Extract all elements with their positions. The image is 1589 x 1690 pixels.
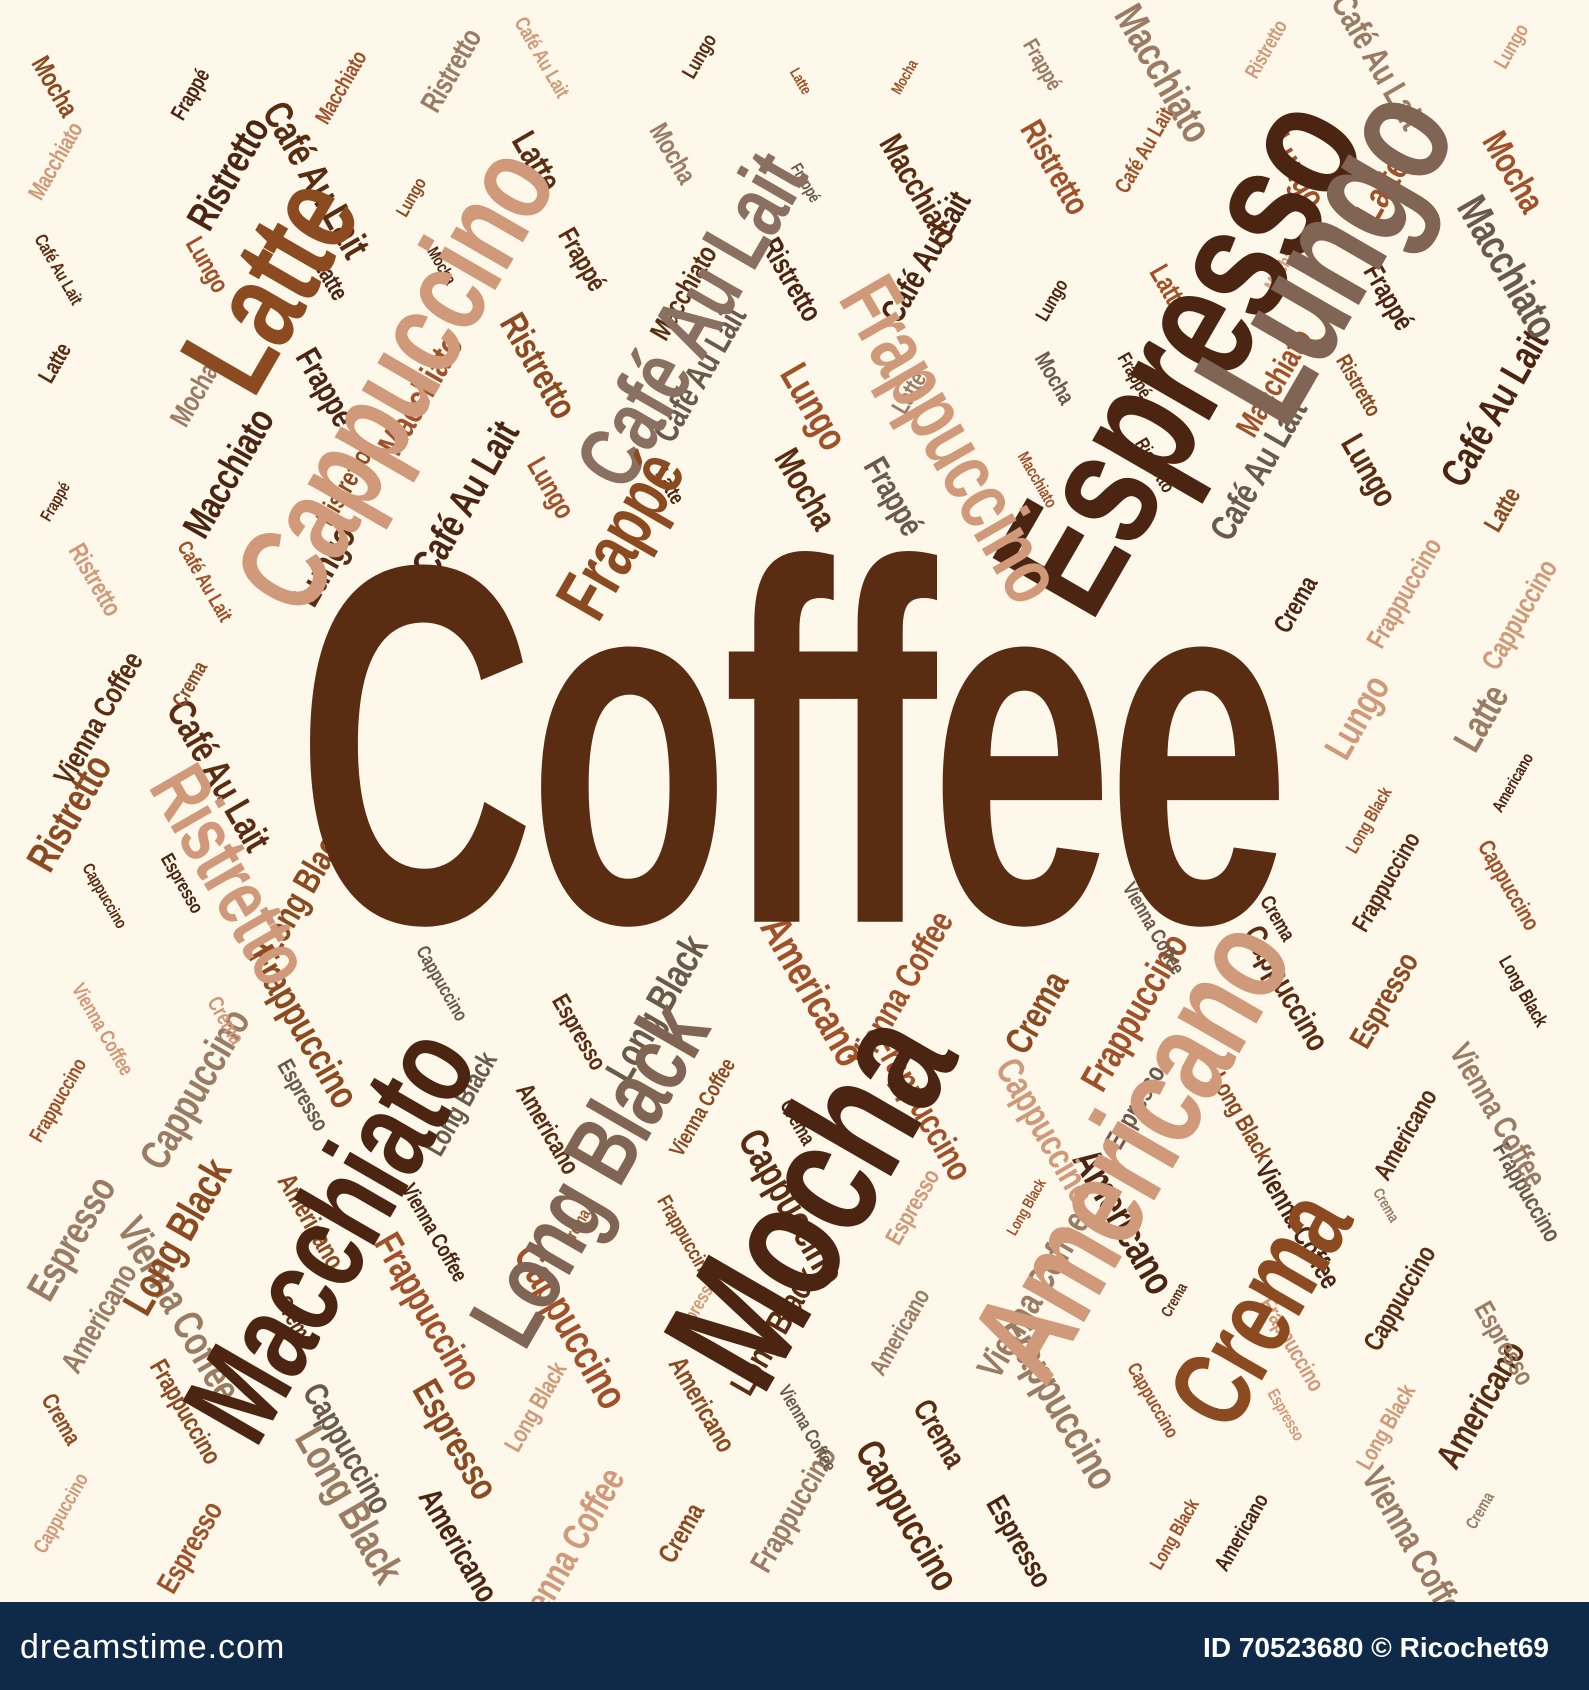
word-cloud-term: Cappuccino bbox=[78, 859, 131, 932]
word-cloud-term: Crema bbox=[36, 1388, 87, 1449]
word-cloud-term: Lungo bbox=[1031, 275, 1074, 325]
word-cloud-term: Long Black bbox=[1340, 783, 1395, 857]
word-cloud-term: Ristretto bbox=[1012, 112, 1098, 221]
word-cloud-term: Mocha bbox=[643, 118, 702, 189]
word-cloud-term: Ristretto bbox=[1241, 17, 1292, 83]
word-cloud-term: Frappé bbox=[1018, 34, 1068, 94]
word-cloud-term: Long Black bbox=[1494, 951, 1553, 1031]
word-cloud-term: Frappé bbox=[166, 65, 215, 125]
word-cloud-term: Macchiato bbox=[1448, 187, 1568, 346]
word-cloud-term: Ristretto bbox=[413, 22, 489, 118]
word-cloud-term: Cappuccino bbox=[1357, 1241, 1442, 1357]
word-cloud-term: Crema bbox=[169, 658, 213, 712]
word-cloud-term: Americano bbox=[1488, 749, 1538, 816]
word-cloud-term: Espresso bbox=[1343, 946, 1426, 1055]
word-cloud-term: Macchiato bbox=[22, 118, 88, 205]
word-cloud-term: Cappuccino bbox=[29, 1470, 93, 1558]
word-cloud-term: Cappuccino bbox=[1474, 554, 1564, 676]
word-cloud-term: Café Au Lait bbox=[508, 13, 573, 102]
word-cloud-term: Mocha bbox=[24, 50, 83, 122]
image-credit: ID 70523680 © Ricochet69 bbox=[1203, 1632, 1549, 1663]
word-cloud-term: Ristretto bbox=[61, 538, 126, 622]
word-cloud-term: Café Au Lait bbox=[554, 136, 825, 504]
word-cloud-term: Espresso bbox=[979, 1489, 1059, 1594]
word-cloud-term: Vienna Coffee bbox=[505, 1461, 634, 1602]
word-cloud-term: Lungo bbox=[1333, 427, 1406, 514]
word-cloud-term: Americano bbox=[864, 1284, 936, 1381]
word-cloud-term: Lungo bbox=[771, 355, 857, 458]
word-cloud-term: Long Black bbox=[1146, 1494, 1205, 1574]
word-cloud-term: Lungo bbox=[678, 30, 722, 83]
word-cloud-term: Café Au Lait bbox=[30, 230, 88, 308]
word-cloud-term: Crema bbox=[652, 1498, 711, 1569]
word-cloud-term: Cappuccino bbox=[1473, 835, 1546, 935]
word-cloud-term: Americano bbox=[1368, 1084, 1443, 1186]
word-cloud-term: Frappé bbox=[36, 478, 74, 525]
word-cloud-term: Espresso bbox=[149, 1495, 229, 1599]
word-cloud-term: Americano bbox=[410, 1481, 505, 1602]
word-cloud-term: Latte bbox=[32, 338, 77, 388]
word-cloud-term: Long Black bbox=[1351, 1380, 1421, 1475]
word-cloud-term: Frappé bbox=[551, 222, 612, 297]
brand-logo-text: dreamstime.com bbox=[20, 1628, 286, 1666]
word-cloud-term: Macchiato bbox=[310, 46, 372, 129]
word-cloud-term: Mocha bbox=[887, 56, 922, 98]
word-cloud-term: Café Au Lait bbox=[1430, 322, 1557, 495]
word-cloud-term: Latte bbox=[1446, 678, 1518, 760]
word-cloud-term: Crema bbox=[905, 1393, 973, 1474]
word-cloud-term: Lungo bbox=[1316, 668, 1399, 767]
word-cloud-term: Latte bbox=[1478, 483, 1527, 538]
word-cloud-term: Latte bbox=[786, 64, 816, 98]
word-cloud-term: Lungo bbox=[1490, 20, 1534, 73]
word-cloud-term: Crema bbox=[1144, 1171, 1375, 1448]
word-cloud-term: Americano bbox=[1209, 1489, 1274, 1576]
word-cloud-term: Crema bbox=[1368, 1185, 1403, 1226]
center-title-coffee: Coffee bbox=[296, 458, 1291, 1031]
word-cloud-term: Crema bbox=[1461, 1489, 1499, 1533]
coffee-word-cloud: Crema Vienna Coffee Americano Long Black Esp… bbox=[17, 0, 1568, 1602]
word-cloud-term: Long Black bbox=[499, 1358, 573, 1458]
word-cloud-term: Frappuccino bbox=[26, 1054, 92, 1146]
footer-bar: dreamstime.com ID 70523680 © Ricochet69 bbox=[0, 1602, 1589, 1690]
word-cloud-term: Vienna Coffee bbox=[1353, 1460, 1479, 1602]
word-cloud-term: Frappuccino bbox=[1361, 533, 1449, 654]
